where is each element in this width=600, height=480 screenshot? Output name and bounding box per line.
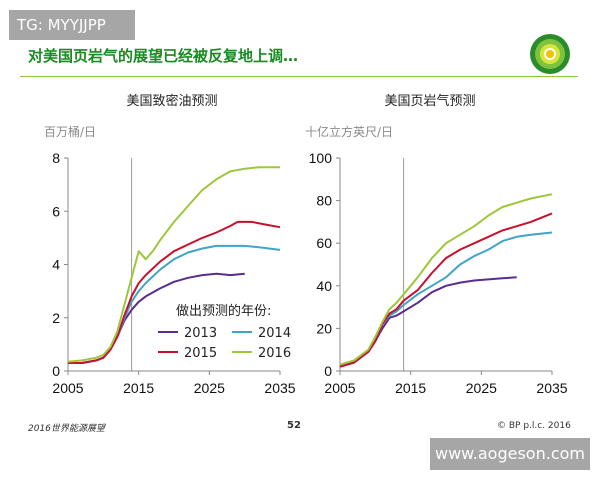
title-divider	[20, 76, 578, 77]
legend-label-2015: 2015	[184, 346, 217, 361]
y-tick-label: 20	[316, 320, 332, 336]
y-tick-label: 2	[52, 310, 60, 326]
legend-label-2016: 2016	[258, 346, 291, 361]
y-tick-label: 6	[52, 203, 60, 219]
series-line-2015	[68, 220, 281, 364]
y-tick-label: 8	[52, 150, 60, 166]
page-number: 52	[287, 420, 301, 431]
legend-title: 做出预测的年份:	[176, 303, 271, 319]
series-line-2016	[67, 166, 280, 363]
x-tick-label: 2035	[264, 380, 295, 396]
y-tick-label: 100	[309, 150, 333, 166]
slide-title: 对美国页岩气的展望已经被反复地上调…	[28, 47, 299, 65]
x-tick-label: 2005	[324, 380, 355, 396]
bp-logo-icon	[530, 34, 570, 74]
y-tick-label: 60	[316, 235, 332, 251]
y-tick-label: 40	[316, 278, 332, 294]
y-tick-label: 0	[324, 363, 332, 379]
legend-label-2014: 2014	[258, 326, 291, 341]
chart-title: 美国页岩气预测	[384, 93, 475, 109]
copyright: © BP p.l.c. 2016	[497, 421, 571, 431]
x-tick-label: 2025	[194, 380, 225, 396]
footer-source: 2016世界能源展望	[28, 424, 105, 434]
x-tick-label: 2005	[52, 380, 83, 396]
y-axis-unit: 百万桶/日	[44, 124, 96, 139]
x-tick-label: 2035	[536, 380, 567, 396]
chart-title: 美国致密油预测	[126, 93, 217, 109]
bp-logo-petals	[530, 34, 570, 74]
x-tick-label: 2025	[466, 380, 497, 396]
legend-label-2013: 2013	[184, 326, 217, 341]
y-tick-label: 80	[316, 193, 332, 209]
x-tick-label: 2015	[395, 380, 426, 396]
watermark-bottom: www.aogeson.com	[430, 438, 590, 470]
x-tick-label: 2015	[123, 380, 154, 396]
series-line-2016	[339, 193, 553, 366]
y-tick-label: 0	[52, 363, 60, 379]
y-tick-label: 4	[52, 257, 60, 273]
series-line-2015	[339, 212, 553, 368]
watermark-top: TG: MYYJJPP	[9, 10, 135, 40]
y-axis-unit: 十亿立方英尺/日	[305, 124, 393, 139]
